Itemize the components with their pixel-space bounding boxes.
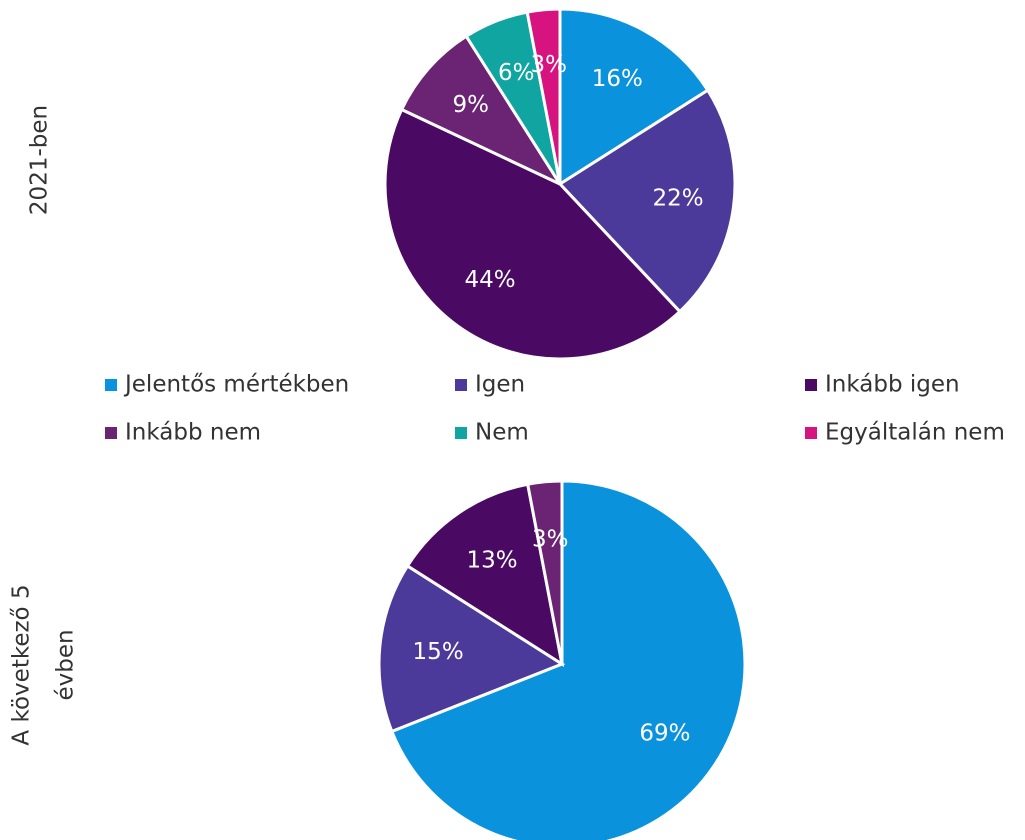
data-label: 44% — [464, 267, 515, 293]
chart-title: A következő 5 — [9, 584, 35, 745]
pie-slice — [383, 107, 682, 361]
data-label: 9% — [452, 92, 489, 118]
legend-label: Jelentős mértékben — [123, 372, 349, 398]
pie-slice — [525, 479, 564, 665]
pie-slice — [525, 7, 562, 185]
data-label: 13% — [466, 548, 517, 574]
legend-swatch — [105, 427, 117, 439]
data-label: 3% — [532, 527, 569, 553]
data-label: 22% — [652, 185, 703, 211]
pie-slice — [399, 34, 565, 188]
legend-label: Inkább igen — [825, 372, 960, 398]
legend-label: Egyáltalán nem — [825, 420, 1005, 446]
pie-slice — [557, 88, 737, 314]
legend-label: Igen — [475, 372, 525, 398]
legend-swatch — [805, 427, 817, 439]
pie-slice — [558, 7, 710, 187]
data-label: 6% — [498, 60, 535, 86]
pie-slice — [405, 482, 565, 668]
chart-title: 2021-ben — [27, 105, 53, 215]
legend-label: Inkább nem — [125, 420, 261, 446]
legend-swatch — [805, 379, 817, 391]
legend-swatch — [455, 427, 467, 439]
legend-swatch — [455, 379, 467, 391]
chart-title: évben — [53, 629, 79, 700]
data-label: 15% — [413, 639, 464, 665]
data-label: 69% — [639, 720, 690, 746]
data-label: 16% — [592, 66, 643, 92]
pie-slice — [377, 563, 566, 734]
pie-slice — [389, 479, 747, 840]
legend-label: Nem — [475, 420, 529, 446]
data-label: 3% — [531, 52, 568, 78]
legend-swatch — [105, 379, 117, 391]
